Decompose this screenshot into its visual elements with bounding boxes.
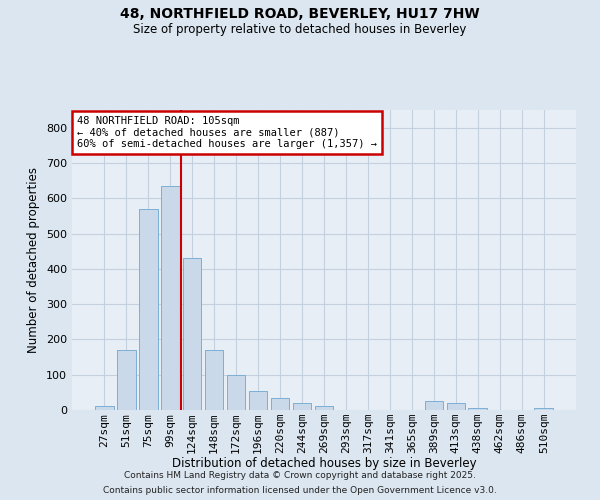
Bar [271, 398, 289, 410]
Text: Distribution of detached houses by size in Beverley: Distribution of detached houses by size … [172, 458, 476, 470]
Bar [183, 258, 202, 410]
Bar [469, 408, 487, 410]
Bar [95, 406, 113, 410]
Bar [535, 408, 553, 410]
Text: 48, NORTHFIELD ROAD, BEVERLEY, HU17 7HW: 48, NORTHFIELD ROAD, BEVERLEY, HU17 7HW [120, 8, 480, 22]
Bar [139, 209, 158, 410]
Text: Contains public sector information licensed under the Open Government Licence v3: Contains public sector information licen… [103, 486, 497, 495]
Bar [205, 350, 223, 410]
Bar [249, 390, 268, 410]
Text: 48 NORTHFIELD ROAD: 105sqm
← 40% of detached houses are smaller (887)
60% of sem: 48 NORTHFIELD ROAD: 105sqm ← 40% of deta… [77, 116, 377, 149]
Bar [314, 406, 334, 410]
Bar [293, 403, 311, 410]
Bar [227, 374, 245, 410]
Bar [117, 350, 136, 410]
Bar [161, 186, 179, 410]
Bar [446, 403, 465, 410]
Text: Contains HM Land Registry data © Crown copyright and database right 2025.: Contains HM Land Registry data © Crown c… [124, 471, 476, 480]
Text: Size of property relative to detached houses in Beverley: Size of property relative to detached ho… [133, 22, 467, 36]
Y-axis label: Number of detached properties: Number of detached properties [28, 167, 40, 353]
Bar [425, 401, 443, 410]
